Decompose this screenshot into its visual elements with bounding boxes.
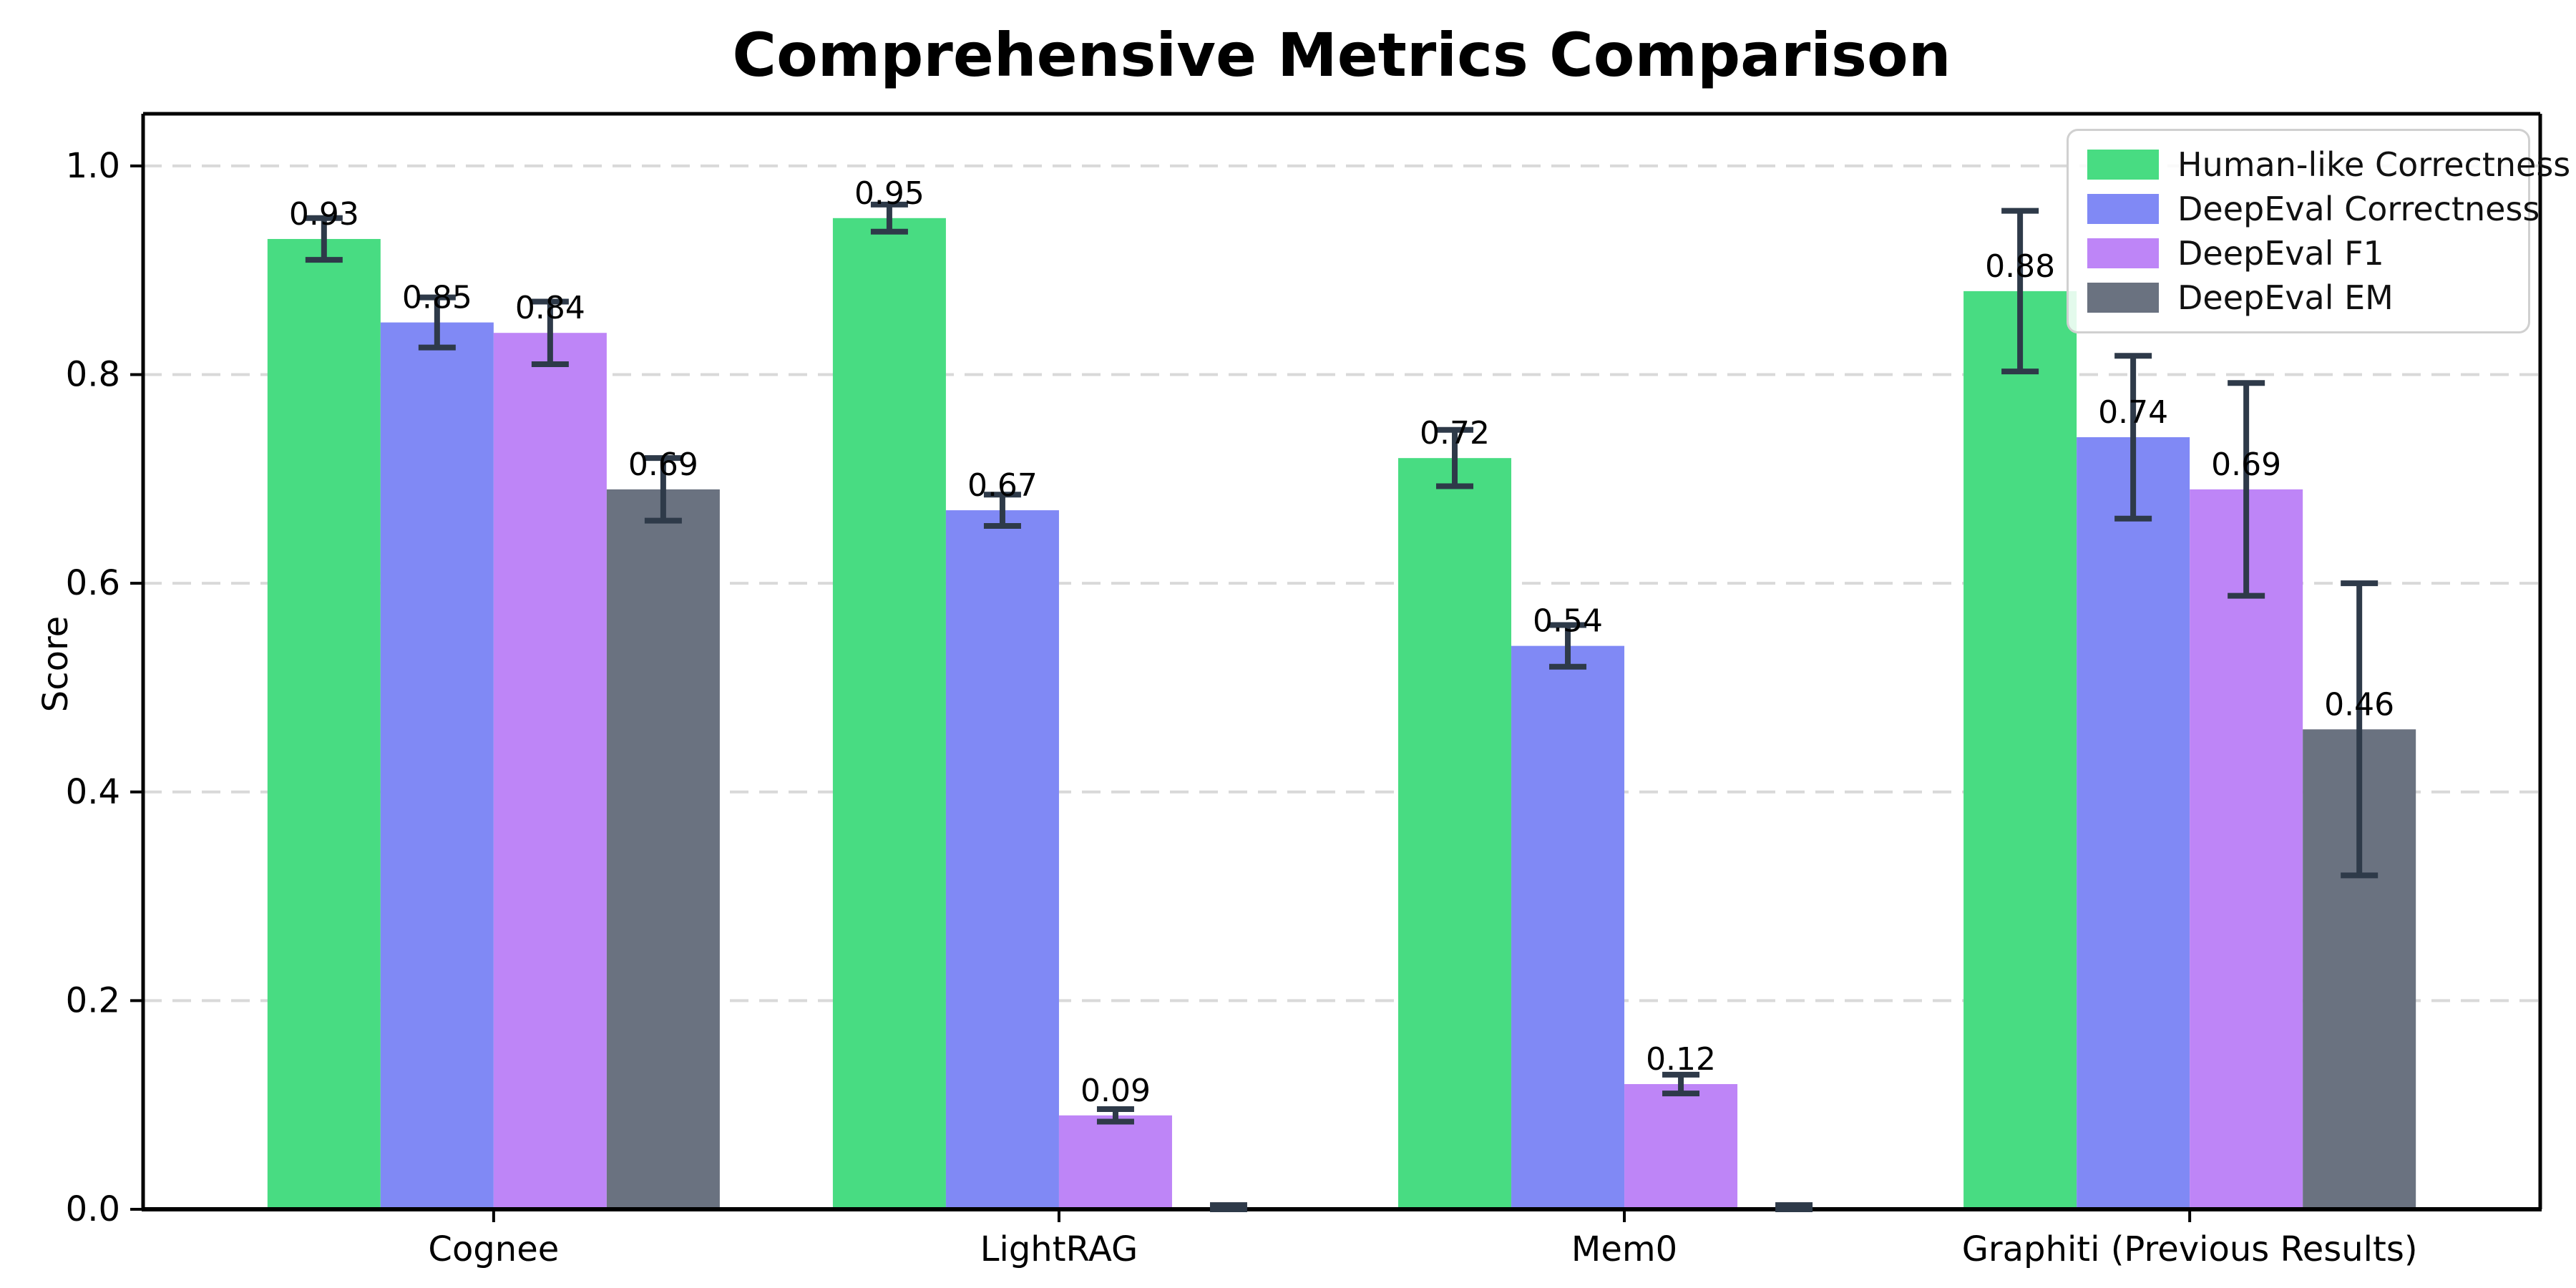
legend-label: DeepEval Correctness — [2177, 190, 2540, 228]
value-label-graphiti-previous-results-deepeval-correctness: 0.74 — [2098, 394, 2168, 431]
y-tick-label: 1.0 — [66, 146, 120, 186]
legend-label: DeepEval EM — [2177, 278, 2394, 317]
value-label-graphiti-previous-results-deepeval-em: 0.46 — [2324, 686, 2394, 723]
bar-graphiti-previous-results-human-like-correctness — [1963, 291, 2077, 1209]
x-tick-label-lightrag: LightRAG — [980, 1229, 1138, 1269]
value-label-cognee-human-like-correctness: 0.93 — [289, 196, 359, 233]
legend-swatch-deepeval-em — [2087, 283, 2159, 313]
bar-lightrag-deepeval-f1 — [1058, 1115, 1172, 1209]
legend-label: DeepEval F1 — [2177, 234, 2384, 273]
value-label-mem0-human-like-correctness: 0.72 — [1420, 415, 1490, 452]
value-label-cognee-deepeval-em: 0.69 — [628, 447, 698, 483]
x-tick-label-graphiti-previous-results: Graphiti (Previous Results) — [1962, 1229, 2418, 1269]
legend-swatch-deepeval-f1 — [2087, 238, 2159, 268]
bar-cognee-deepeval-f1 — [493, 333, 607, 1210]
legend-item-deepeval-correctness: DeepEval Correctness — [2087, 187, 2540, 231]
legend-swatch-deepeval-correctness — [2087, 194, 2159, 224]
legend-label: Human-like Correctness — [2177, 145, 2571, 184]
value-label-cognee-deepeval-correctness: 0.85 — [402, 280, 472, 316]
legend-swatch-human-like-correctness — [2087, 150, 2159, 180]
chart-title: Comprehensive Metrics Comparison — [732, 20, 1951, 90]
value-label-graphiti-previous-results-human-like-correctness: 0.88 — [1985, 248, 2055, 285]
value-label-lightrag-human-like-correctness: 0.95 — [854, 175, 924, 212]
x-tick-label-mem0: Mem0 — [1571, 1229, 1677, 1269]
value-label-lightrag-deepeval-correctness: 0.67 — [967, 467, 1038, 504]
bar-lightrag-human-like-correctness — [832, 218, 946, 1209]
bar-cognee-deepeval-em — [606, 489, 720, 1209]
y-tick-label: 0.2 — [66, 980, 120, 1020]
value-label-graphiti-previous-results-deepeval-f1: 0.69 — [2211, 447, 2281, 483]
bar-cognee-human-like-correctness — [267, 238, 381, 1209]
y-tick-label: 0.0 — [66, 1189, 120, 1229]
legend: Human-like Correctness DeepEval Correctne… — [2067, 129, 2570, 333]
bar-graphiti-previous-results-deepeval-correctness — [2077, 437, 2190, 1209]
value-label-mem0-deepeval-f1: 0.12 — [1646, 1041, 1716, 1078]
bar-mem0-deepeval-f1 — [1624, 1084, 1738, 1209]
value-label-mem0-deepeval-correctness: 0.54 — [1533, 603, 1603, 640]
value-label-lightrag-deepeval-f1: 0.09 — [1080, 1073, 1151, 1109]
y-tick-label: 0.6 — [66, 563, 120, 603]
bar-cognee-deepeval-correctness — [380, 322, 494, 1210]
value-label-cognee-deepeval-f1: 0.84 — [515, 290, 585, 326]
y-tick-label: 0.4 — [66, 772, 120, 812]
bar-mem0-deepeval-correctness — [1511, 645, 1625, 1209]
bar-mem0-human-like-correctness — [1398, 458, 1512, 1210]
legend-item-deepeval-em: DeepEval EM — [2087, 275, 2509, 320]
x-tick-label-cognee: Cognee — [428, 1229, 559, 1269]
legend-item-deepeval-f1: DeepEval F1 — [2087, 231, 2509, 275]
y-tick-label: 0.8 — [66, 355, 120, 395]
bar-lightrag-deepeval-correctness — [945, 510, 1059, 1209]
legend-item-human-like-correctness: Human-like Correctness — [2087, 142, 2570, 187]
bar-graphiti-previous-results-deepeval-f1 — [2190, 489, 2303, 1209]
